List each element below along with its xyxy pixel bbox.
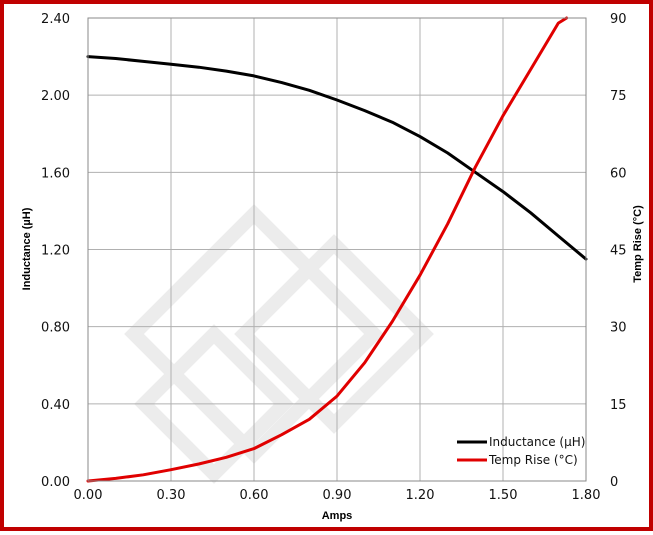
y-left-tick-label: 2.00 (41, 89, 70, 104)
y-left-tick-label: 1.60 (41, 166, 70, 181)
x-tick-label: 1.80 (572, 488, 601, 503)
temp-rise-line (86, 16, 569, 483)
tick-labels: 0.00 0.30 0.60 0.90 1.20 1.50 1.80 0.00 0.40 0.80… (41, 12, 627, 503)
x-tick-label: 0.60 (240, 488, 269, 503)
y-right-tick-label: 75 (610, 89, 627, 104)
x-tick-label: 0.00 (74, 488, 103, 503)
x-tick-label: 0.90 (323, 488, 352, 503)
y-left-tick-label: 2.40 (41, 12, 70, 27)
grid-lines (88, 18, 586, 481)
y-axis-right-title: Temp Rise (°C) (632, 205, 644, 283)
watermark-shape (234, 234, 434, 434)
y-right-tick-label: 15 (610, 398, 627, 413)
legend: Inductance (µH) Temp Rise (°C) (457, 435, 585, 467)
legend-label-inductance: Inductance (µH) (489, 435, 585, 449)
x-axis-title: Amps (322, 510, 353, 522)
legend-label-temp-rise: Temp Rise (°C) (488, 453, 578, 467)
y-right-tick-label: 0 (610, 475, 618, 490)
series-layer (86, 16, 588, 483)
y-left-tick-label: 0.80 (41, 321, 70, 336)
y-axis-left-title: Inductance (µH) (21, 207, 33, 290)
y-right-tick-label: 30 (610, 321, 627, 336)
inductance-line (86, 55, 588, 261)
watermark-shape (134, 324, 294, 484)
x-tick-label: 1.50 (489, 488, 518, 503)
x-tick-label: 0.30 (157, 488, 186, 503)
plot-border (87, 17, 587, 482)
x-tick-label: 1.20 (406, 488, 435, 503)
y-left-tick-label: 0.40 (41, 398, 70, 413)
y-right-tick-label: 90 (610, 12, 627, 27)
y-right-tick-label: 45 (610, 244, 627, 259)
y-left-tick-label: 1.20 (41, 244, 70, 259)
inductance-temp-chart: 0.00 0.30 0.60 0.90 1.20 1.50 1.80 0.00 0.40 0.80… (21, 12, 644, 522)
y-left-tick-label: 0.00 (41, 475, 70, 490)
y-right-tick-label: 60 (610, 166, 627, 181)
